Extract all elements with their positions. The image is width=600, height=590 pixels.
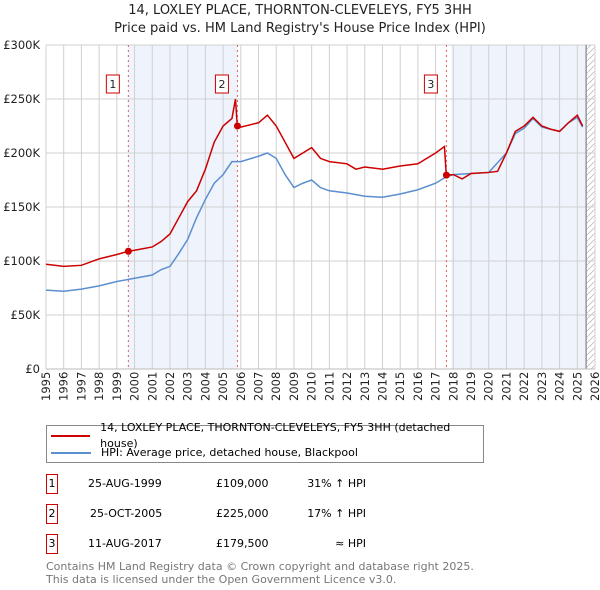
x-tick-label: 2020 [482, 372, 496, 401]
x-tick-label: 2008 [269, 372, 283, 401]
x-tick-label: 1998 [92, 372, 106, 401]
sale-marker-badge: 3 [46, 534, 58, 554]
plot-area: 1995 1996 1997 1998 1999 2000 2001 2002 2003 2004… [3, 38, 600, 401]
y-tick-label: £100K [3, 254, 40, 268]
legend-swatch [51, 452, 91, 454]
x-tick-label: 1995 [39, 372, 53, 401]
sale-marker-badge: 2 [46, 504, 58, 524]
x-tick-label: 2005 [216, 372, 230, 401]
sale-marker-label: 1 [109, 78, 116, 91]
x-tick-label: 2007 [252, 372, 266, 401]
sale-point [233, 122, 241, 130]
x-tick-label: 1999 [110, 372, 124, 401]
sale-hpi: 17% ↑ HPI [307, 507, 366, 520]
legend-item-hpi: HPI: Average price, detached house, Blac… [51, 445, 358, 461]
x-tick-label: 2013 [358, 372, 372, 401]
sale-date: 25-OCT-2005 [90, 507, 163, 520]
footer-copyright: Contains HM Land Registry data © Crown c… [46, 560, 474, 573]
x-tick-label: 2011 [322, 372, 336, 401]
sale-date: 11-AUG-2017 [88, 537, 162, 550]
chart-subtitle: Price paid vs. HM Land Registry's House … [114, 21, 486, 36]
x-tick-label: 2002 [163, 372, 177, 401]
x-tick-label: 2023 [535, 372, 549, 401]
y-tick-label: £150K [3, 200, 40, 214]
x-tick-label: 2015 [393, 372, 407, 401]
x-tick-label: 2010 [305, 372, 319, 401]
x-tick-label: 2019 [464, 372, 478, 401]
x-tick-label: 2004 [198, 372, 212, 401]
y-tick-label: £200K [3, 146, 40, 160]
sale-point [124, 247, 132, 255]
sale-hpi: ≈ HPI [335, 537, 366, 550]
table-row: 3 11-AUG-2017 £179,500 ≈ HPI [46, 534, 446, 554]
x-tick-label: 2014 [375, 372, 389, 401]
y-tick-label: £50K [11, 308, 41, 322]
y-tick-label: £300K [3, 38, 40, 52]
sale-marker-label: 2 [218, 78, 225, 91]
y-tick-label: £0 [25, 362, 40, 376]
x-tick-label: 2003 [181, 372, 195, 401]
x-tick-label: 2025 [570, 372, 584, 401]
x-tick-label: 2012 [340, 372, 354, 401]
sale-marker-label: 3 [427, 78, 434, 91]
x-tick-label: 2017 [429, 372, 443, 401]
sale-price: £225,000 [216, 507, 269, 520]
footer: Contains HM Land Registry data © Crown c… [46, 560, 474, 586]
legend: 14, LOXLEY PLACE, THORNTON-CLEVELEYS, FY… [46, 421, 484, 463]
x-tick-label: 2000 [128, 372, 142, 401]
sale-point [442, 171, 450, 179]
sale-price: £109,000 [216, 477, 269, 490]
x-tick-label: 1996 [57, 372, 71, 401]
property-price-line [45, 98, 584, 268]
sale-marker-box [214, 74, 229, 94]
legend-item-property: 14, LOXLEY PLACE, THORNTON-CLEVELEYS, FY… [51, 421, 483, 450]
sale-marker-badge: 1 [46, 474, 58, 494]
footer-licence: This data is licensed under the Open Gov… [46, 573, 397, 586]
x-tick-label: 2016 [411, 372, 425, 401]
x-tick-label: 2021 [499, 372, 513, 401]
x-tick-label: 2026 [588, 372, 600, 401]
x-tick-label: 2024 [553, 372, 567, 401]
x-tick-label: 2009 [287, 372, 301, 401]
table-row: 2 25-OCT-2005 £225,000 17% ↑ HPI [46, 504, 446, 524]
sale-hpi: 31% ↑ HPI [307, 477, 366, 490]
sale-marker-box [105, 74, 120, 94]
x-tick-label: 2018 [446, 372, 460, 401]
x-tick-label: 2022 [517, 372, 531, 401]
y-tick-label: £250K [3, 92, 40, 106]
x-tick-label: 2001 [145, 372, 159, 401]
legend-label: 14, LOXLEY PLACE, THORNTON-CLEVELEYS, FY… [100, 421, 451, 450]
sale-date: 25-AUG-1999 [88, 477, 162, 490]
legend-label: HPI: Average price, detached house, Blac… [101, 446, 358, 459]
x-tick-label: 1997 [74, 372, 88, 401]
chart-title: 14, LOXLEY PLACE, THORNTON-CLEVELEYS, FY… [128, 3, 472, 18]
x-tick-label: 2006 [234, 372, 248, 401]
table-row: 1 25-AUG-1999 £109,000 31% ↑ HPI [46, 474, 446, 494]
sale-marker-box [423, 74, 438, 94]
sale-price: £179,500 [216, 537, 269, 550]
legend-swatch [51, 435, 91, 437]
